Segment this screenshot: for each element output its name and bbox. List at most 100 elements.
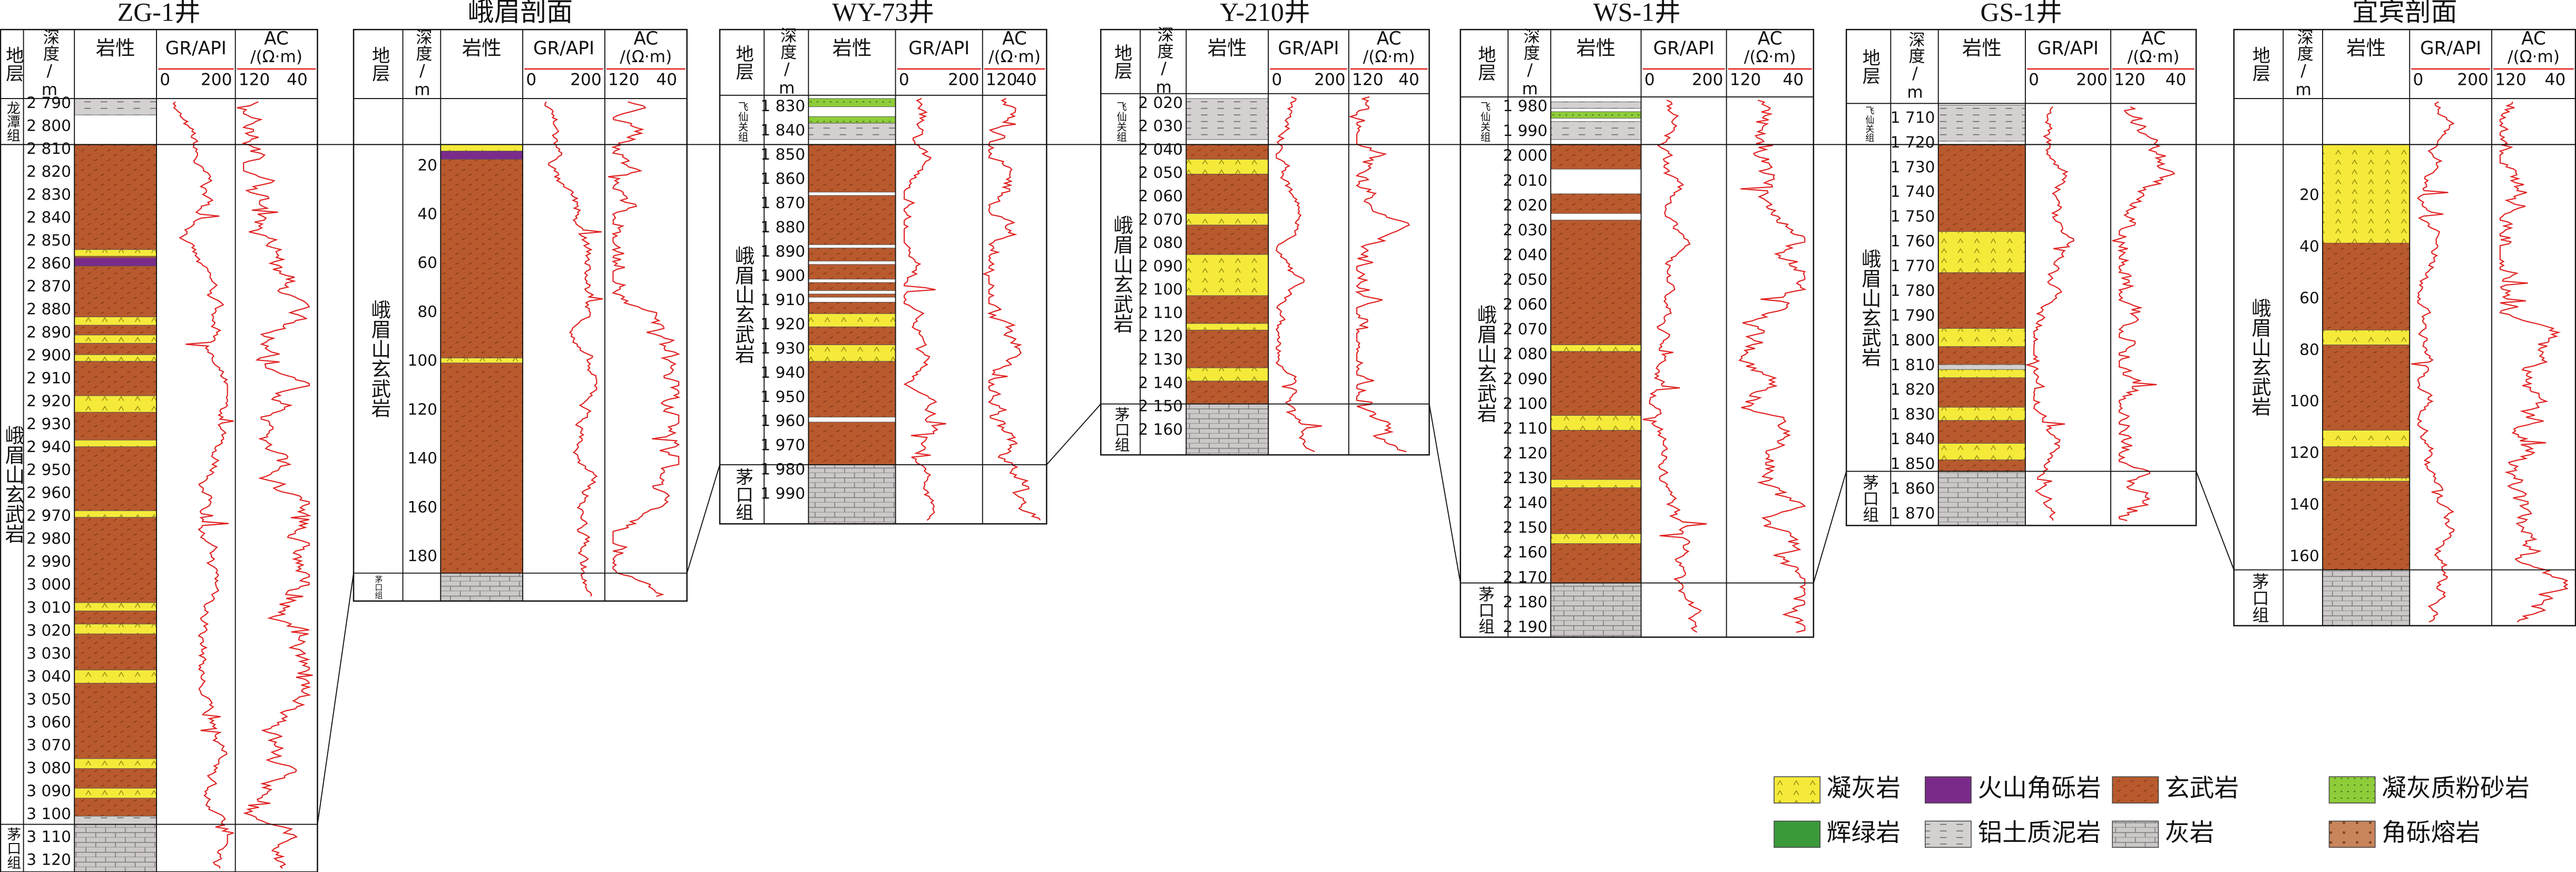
ac-curve [2112, 106, 2176, 522]
lithology-layer [1550, 415, 1642, 431]
header-ac: AC [1377, 28, 1402, 49]
depth-label: 100 [408, 351, 438, 369]
depth-label: 2 990 [26, 553, 71, 571]
header-ac-unit: /(Ω·m) [2508, 47, 2560, 66]
depth-label: 1 960 [760, 412, 805, 430]
legend-label: 铝土质泥岩 [1978, 819, 2101, 847]
depth-label: 1 860 [1891, 479, 1935, 497]
gr-scale-min: 0 [1271, 71, 1282, 90]
depth-label: 40 [417, 205, 437, 223]
header-formation: 地层 [1859, 48, 1880, 85]
lithology-layer [74, 824, 157, 872]
lithology-layer [74, 395, 157, 413]
formation-label: 茅口组 [1860, 474, 1878, 523]
depth-label: 2 110 [1503, 419, 1547, 437]
depth-label: 1 990 [1503, 122, 1547, 140]
depth-label: 1 760 [1891, 232, 1935, 250]
lithology-layer [808, 345, 896, 362]
depth-label: 2 060 [1503, 296, 1547, 313]
formation-label: 峨眉山玄武岩 [1474, 305, 1497, 423]
depth-label: 2 140 [1138, 374, 1183, 391]
header-gr: GR/API [1653, 38, 1715, 59]
gr-scale-min: 0 [2413, 71, 2423, 90]
well-frame [719, 28, 1047, 525]
legend-swatch [1925, 776, 1972, 804]
lithology-layer [74, 670, 157, 684]
formation-label: 茅口组 [733, 467, 753, 521]
header-formation: 地层 [368, 46, 389, 82]
header-depth: 深度/m [2294, 28, 2313, 99]
depth-label: 180 [408, 547, 438, 565]
gr-scale-max: 200 [1692, 71, 1723, 90]
depth-label: 1 930 [760, 339, 805, 357]
header-gr: GR/API [2420, 38, 2481, 59]
depth-label: 1 820 [1891, 380, 1935, 398]
lithology-layer [808, 116, 896, 124]
ac-scale-max: 40 [2166, 71, 2187, 90]
well-title: ZG-1井 [117, 0, 201, 26]
ac-scale-max: 40 [2545, 71, 2566, 90]
header-formation: 地层 [1111, 44, 1132, 80]
header-depth: 深度/m [1154, 26, 1173, 97]
correlation-line [2196, 471, 2235, 570]
legend-swatch [2112, 776, 2159, 804]
depth-label: 1 920 [760, 315, 805, 333]
ac-scale-min: 120 [1352, 71, 1383, 90]
formation-label: 飞仙关组 [737, 101, 749, 142]
header-lithology: 岩性 [2346, 36, 2386, 60]
depth-label: 1 830 [760, 97, 805, 115]
depth-label: 1 870 [760, 194, 805, 212]
header-depth: 深度/m [777, 27, 796, 97]
ac-scale-max: 40 [656, 71, 677, 90]
depth-label: 1 990 [760, 485, 805, 503]
depth-label: 2 100 [1138, 280, 1183, 298]
depth-label: 120 [408, 400, 438, 418]
depth-label: 1 980 [1503, 97, 1547, 115]
depth-label: 3 000 [26, 575, 71, 593]
header-ac-unit: /(Ω·m) [2128, 47, 2180, 66]
ac-scale-min: 120 [608, 71, 639, 90]
gr-scale-max: 200 [2076, 71, 2107, 90]
depth-label: 60 [2299, 289, 2319, 307]
header-ac: AC [2141, 28, 2166, 49]
header-ac: AC [264, 28, 289, 49]
ac-curve [237, 101, 313, 869]
gr-curve [2411, 101, 2455, 623]
lithology-layer [74, 335, 157, 344]
gr-curve [2025, 106, 2075, 521]
formation-label: 龙潭组 [4, 101, 20, 142]
header-lithology: 岩性 [1208, 36, 1247, 60]
depth-label: 20 [417, 156, 437, 174]
depth-label: 1 850 [1891, 455, 1935, 473]
depth-label: 1 780 [1891, 281, 1935, 299]
ac-curve [1348, 96, 1411, 453]
depth-label: 2 020 [1138, 94, 1183, 112]
depth-label: 2 810 [26, 140, 71, 158]
gr-scale-max: 200 [1314, 71, 1345, 90]
lithology-layer [1186, 213, 1269, 226]
header-formation: 地层 [732, 44, 753, 81]
legend-label: 辉绿岩 [1827, 819, 1901, 847]
well-title: 峨眉剖面 [468, 0, 573, 26]
header-gr: GR/API [533, 38, 594, 59]
ac-scale-min: 120 [2114, 71, 2145, 90]
depth-label: 1 740 [1891, 183, 1935, 201]
depth-label: 1 770 [1891, 257, 1935, 275]
depth-label: 2 820 [26, 162, 71, 180]
gr-scale-max: 200 [570, 71, 601, 90]
lithology-layer [2322, 430, 2410, 447]
gr-scale-min: 0 [526, 71, 536, 90]
lithology-layer [1938, 328, 2026, 347]
depth-label: 80 [2299, 340, 2319, 358]
depth-label: 1 950 [760, 388, 805, 406]
lithology-layer [1186, 98, 1269, 140]
lithology-layer [74, 816, 157, 825]
legend-swatch [1774, 820, 1821, 848]
gr-scale-max: 200 [948, 71, 979, 90]
depth-label: 2 020 [1503, 196, 1547, 214]
lithology-layer [1550, 582, 1642, 638]
depth-label: 1 940 [760, 364, 805, 381]
